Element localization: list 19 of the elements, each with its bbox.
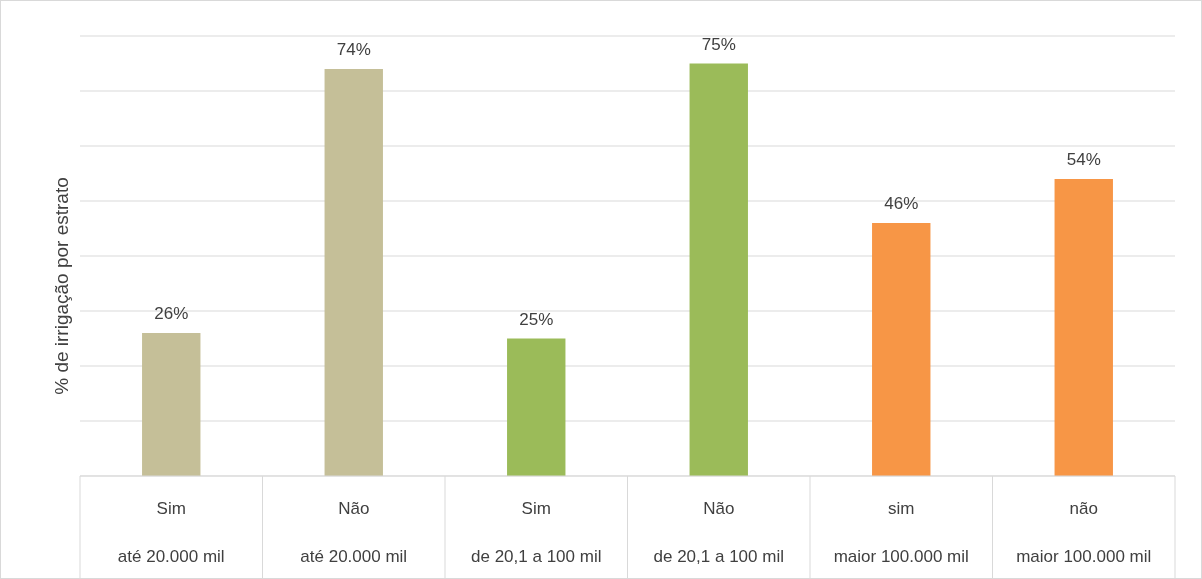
category-label: Sim de 20,1 a 100 mil <box>471 499 602 566</box>
data-label: 75% <box>701 34 736 54</box>
bar <box>507 338 566 476</box>
data-label: 46% <box>884 194 919 213</box>
bar <box>872 223 931 476</box>
data-label: 54% <box>1066 150 1101 169</box>
category-label: Não de 20,1 a 100 mil <box>653 499 784 566</box>
category-label: não maior 100.000 mil <box>1016 499 1152 566</box>
bar <box>142 333 201 476</box>
category-label: sim maior 100.000 mil <box>833 499 969 566</box>
bar <box>689 63 748 476</box>
data-label: 26% <box>154 304 189 323</box>
category-label: Sim até 20.000 mil <box>117 499 225 566</box>
y-axis-title: % de irrigação por estrato <box>51 177 72 395</box>
data-label: 74% <box>336 40 371 59</box>
category-label: Não até 20.000 mil <box>300 499 408 566</box>
bar <box>324 69 383 476</box>
bar <box>1054 179 1113 476</box>
data-label: 25% <box>519 309 554 329</box>
